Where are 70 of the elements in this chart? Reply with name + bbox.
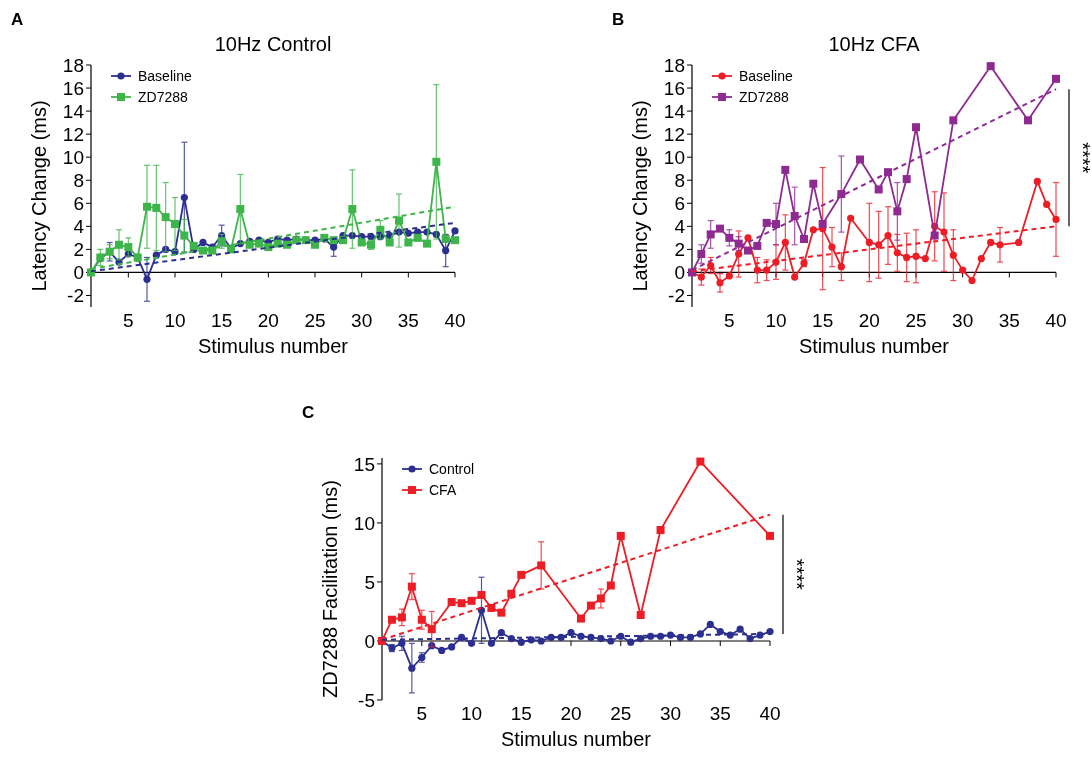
y-tick-label: 16 (62, 77, 84, 99)
x-tick-label: 20 (257, 310, 279, 331)
y-tick-label: 18 (663, 54, 685, 76)
y-tick-label: 2 (674, 239, 685, 261)
x-tick-label: 40 (759, 703, 781, 724)
y-tick-label: 2 (73, 239, 84, 261)
y-tick-label: 0 (73, 262, 84, 284)
y-tick-label: 12 (663, 123, 685, 145)
x-tick-label: 20 (858, 310, 880, 331)
x-tick-label: 15 (812, 310, 834, 331)
x-tick-label: 25 (610, 703, 632, 724)
y-tick-label: -5 (358, 689, 375, 711)
y-tick-label: 4 (674, 215, 686, 237)
x-tick-label: 30 (659, 703, 682, 724)
x-tick-label: 20 (560, 703, 582, 724)
x-axis-title: Stimulus number (798, 335, 950, 357)
y-tick-label: 14 (663, 100, 686, 122)
y-tick-label: 8 (73, 169, 84, 191)
y-axis-title: Latency Change (ms) (28, 100, 50, 292)
x-tick-label: 35 (397, 310, 419, 331)
x-tick-label: 25 (304, 310, 326, 331)
text: B (612, 10, 625, 29)
x-tick-label: 15 (211, 310, 233, 331)
y-tick-label: 8 (674, 169, 685, 191)
y-tick-label: 18 (62, 54, 84, 76)
x-axis-title: Stimulus number (500, 728, 652, 750)
y-tick-label: 16 (663, 77, 685, 99)
legend-label: Baseline (739, 67, 793, 84)
y-tick-label: -2 (67, 285, 84, 307)
chart-title: 10Hz CFA (828, 33, 921, 55)
y-tick-label: 6 (73, 192, 84, 214)
x-tick-label: 5 (724, 310, 735, 331)
y-tick-label: -2 (668, 285, 685, 307)
y-tick-label: 10 (62, 146, 84, 168)
legend-label: ZD7288 (138, 88, 189, 105)
y-tick-label: 4 (73, 215, 85, 237)
x-axis-title: Stimulus number (197, 335, 349, 357)
chart-title: 10Hz Control (214, 33, 332, 55)
y-tick-label: 0 (674, 262, 685, 284)
legend-label: ZD7288 (739, 88, 790, 105)
y-axis-title: ZD7288 Facilitation (ms) (319, 480, 341, 698)
y-tick-label: 12 (62, 123, 84, 145)
text: **** (786, 558, 808, 591)
x-tick-label: 5 (416, 703, 428, 724)
x-tick-label: 30 (351, 310, 373, 331)
y-axis-title: Latency Change (ms) (629, 100, 651, 292)
y-tick-label: 10 (353, 512, 375, 534)
x-tick-label: 40 (1045, 310, 1067, 331)
x-tick-label: 10 (765, 310, 787, 331)
x-tick-label: 10 (164, 310, 186, 331)
y-tick-label: 5 (364, 571, 375, 593)
text: A (11, 10, 24, 29)
legend-label: CFA (429, 481, 457, 498)
x-tick-label: 25 (905, 310, 927, 331)
legend-label: Control (429, 460, 475, 477)
y-tick-label: 14 (62, 100, 85, 122)
x-tick-label: 35 (998, 310, 1020, 331)
y-tick-label: 6 (674, 192, 685, 214)
x-tick-label: 30 (952, 310, 974, 331)
y-tick-label: 15 (353, 453, 375, 475)
x-tick-label: 35 (709, 703, 731, 724)
text: **** (1072, 142, 1092, 174)
x-tick-label: 15 (510, 703, 532, 724)
x-tick-label: 10 (460, 703, 483, 724)
x-tick-label: 5 (123, 310, 134, 331)
text: C (302, 403, 315, 422)
y-tick-label: 10 (663, 146, 685, 168)
legend-label: Baseline (138, 67, 192, 84)
x-tick-label: 40 (444, 310, 466, 331)
y-tick-label: 0 (364, 630, 375, 652)
